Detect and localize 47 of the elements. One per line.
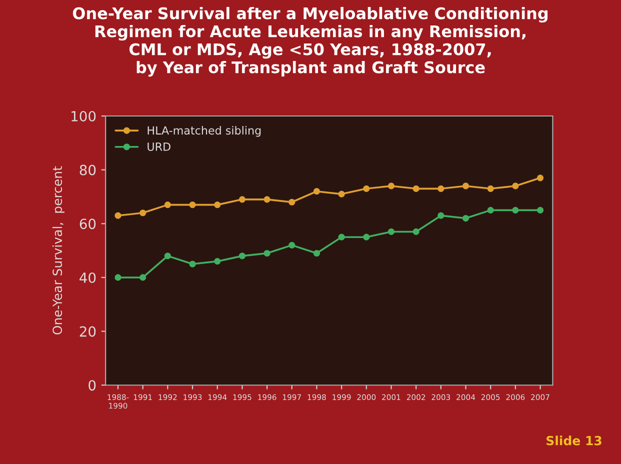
y-tick-label: 60 [80, 218, 96, 230]
point [512, 206, 519, 214]
point [288, 198, 296, 206]
point [189, 260, 196, 268]
point [462, 182, 470, 190]
point [536, 206, 544, 214]
point [214, 202, 221, 208]
point [114, 274, 122, 281]
point [338, 190, 345, 198]
y-tick-label: 80 [80, 164, 96, 176]
point [140, 274, 146, 281]
point [164, 252, 171, 260]
legend-label: URD [148, 142, 170, 151]
point [264, 196, 270, 203]
point [438, 212, 444, 219]
chart-title: One-Year Survival after a Myeloablative Conditioning Regimen for Acute Leukemias in any Remission, CML or MDS, Age <50 Years, 1988-2007, by Year of Transplant and Graft Source [72, 6, 548, 77]
y-tick-label: 0 [88, 380, 96, 391]
point [487, 185, 494, 192]
point [388, 182, 395, 190]
point [313, 188, 320, 195]
point [288, 242, 296, 248]
point [264, 250, 270, 257]
point [238, 252, 246, 260]
point [388, 228, 395, 236]
point [238, 196, 246, 203]
point [114, 212, 122, 219]
point [164, 202, 171, 208]
text: Slide 13 [546, 436, 602, 446]
point [214, 258, 221, 265]
y-tick-label: 100 [72, 110, 96, 122]
point [487, 206, 494, 214]
point [363, 185, 370, 192]
point [462, 214, 470, 222]
legend-label: HLA-matched sibling [148, 126, 261, 137]
point [412, 185, 420, 192]
point [189, 202, 196, 208]
point [363, 234, 370, 240]
y-axis-title: One-Year Survival, percent [52, 166, 64, 334]
point [338, 234, 345, 240]
y-tick-label: 40 [80, 272, 96, 283]
point [140, 210, 146, 216]
point [536, 174, 544, 182]
point [512, 182, 519, 190]
point [412, 228, 420, 236]
point [438, 185, 444, 192]
point [313, 250, 320, 257]
y-tick-label: 20 [80, 326, 96, 337]
